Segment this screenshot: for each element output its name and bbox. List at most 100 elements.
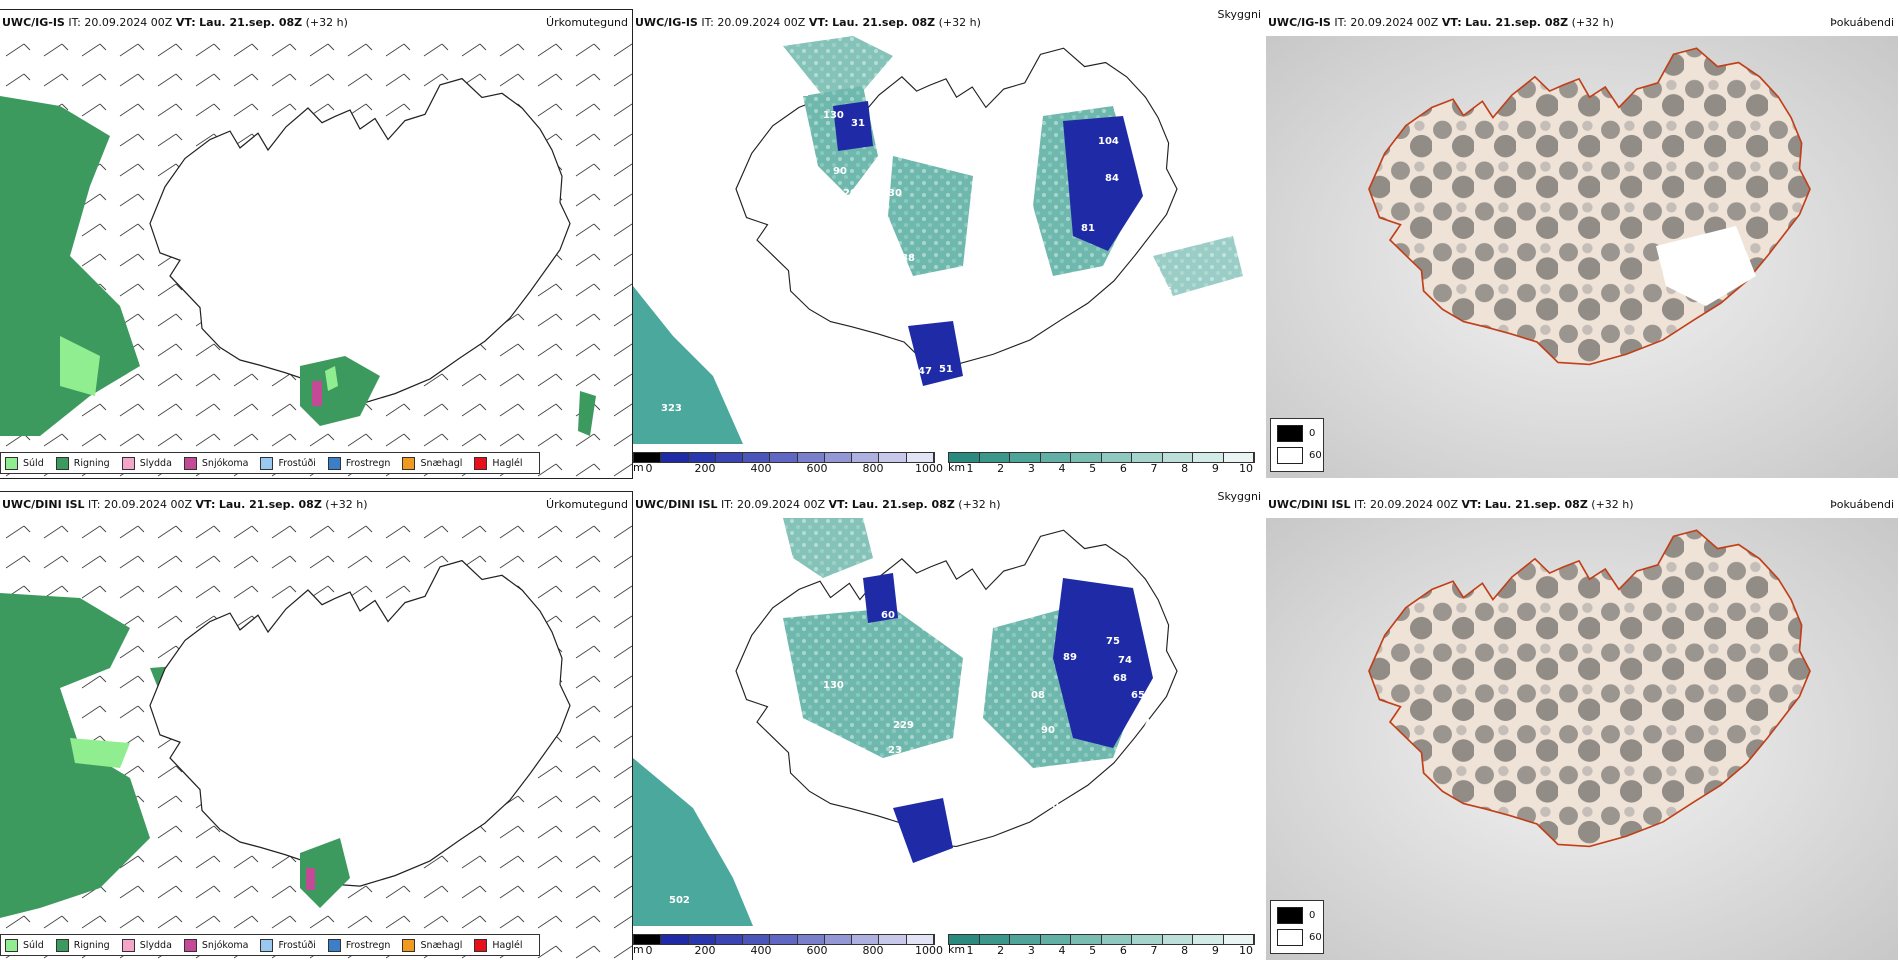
visibility-value-label: 60 [931, 872, 945, 883]
visibility-value-label: 65 [1131, 690, 1145, 701]
colorbar-ticks: 0 200 400 600 800 1000 [646, 462, 944, 475]
legend-item: Slydda [121, 456, 172, 470]
colorbar-tick: 10 [1239, 944, 1253, 957]
visibility-value-label: 31 [851, 118, 865, 129]
colorbar-swatch [879, 453, 907, 462]
visibility-value-label: 226 [1008, 248, 1029, 259]
visibility-value-label: 62 [1169, 718, 1183, 729]
model-name: UWC/DINI ISL [635, 498, 718, 511]
colorbar-swatch [949, 453, 980, 462]
panel-header: UWC/IG-IS IT: 20.09.2024 00Z VT: Lau. 21… [633, 10, 1265, 36]
colorbar-tick: 1 [966, 944, 974, 957]
legend-label: Slydda [139, 457, 172, 469]
legend-label: Frostregn [345, 939, 391, 951]
colorbar-tick: 3 [1027, 462, 1035, 475]
visibility-value-label: 44 [1156, 758, 1170, 769]
visibility-value-label: 60 [933, 755, 947, 766]
colorbar-tick: 6 [1119, 944, 1127, 957]
colorbar-swatch [1010, 935, 1041, 944]
panel-title: Þokuábendi [1830, 16, 1894, 29]
it-label: IT: [88, 498, 101, 511]
panel-header: UWC/DINI ISL IT: 20.09.2024 00Z VT: Lau.… [633, 492, 1265, 518]
colorbar-ticks: 1 2 3 4 5 6 7 8 9 10 [966, 462, 1254, 475]
fog-index-map [1266, 518, 1898, 960]
visibility-value-label: 23 [888, 745, 902, 756]
colorbar-swatch [797, 935, 825, 944]
colorbar-swatch [661, 935, 689, 944]
visibility-value-label: 21 [1008, 320, 1022, 331]
visibility-value-label: 81 [1081, 223, 1095, 234]
it-label: IT: [1334, 16, 1347, 29]
colorbar-tick: 1000 [915, 944, 943, 957]
visibility-value-label: 101 [983, 816, 1004, 827]
visibility-value-label: 412 [788, 88, 809, 99]
colorbar-tick: 4 [1058, 462, 1066, 475]
colorbar-swatch [1223, 935, 1254, 944]
colorbar-swatch [743, 453, 771, 462]
visibility-value-label: 61 [1148, 266, 1162, 277]
vt-value: Lau. 21.sep. 08Z [199, 16, 303, 29]
legend-label: Snæhagl [420, 939, 463, 951]
colorbar-tick: 7 [1150, 462, 1158, 475]
legend-item: 60 [1277, 929, 1322, 946]
visibility-value-label: 08 [1031, 690, 1045, 701]
legend-label: Frostúði [278, 457, 316, 469]
legend-swatch [1277, 425, 1303, 442]
legend-swatch [183, 456, 197, 470]
panel-precip-type-row1: UWC/IG-IS IT: 20.09.2024 00Z VT: Lau. 21… [0, 9, 633, 479]
vt-label: VT: [808, 16, 829, 29]
it-value: 20.09.2024 00Z [1370, 498, 1459, 511]
panel-fog-index-row2: UWC/DINI ISL IT: 20.09.2024 00Z VT: Lau.… [1266, 492, 1898, 960]
legend-item: Snæhagl [402, 938, 463, 952]
colorbar-unit: m [633, 461, 644, 474]
colorbar-tick: 7 [1150, 944, 1158, 957]
visibility-value-label: 124 [923, 892, 944, 903]
colorbar-tick: 1 [966, 462, 974, 475]
legend-item: 0 [1277, 425, 1315, 442]
it-label: IT: [701, 16, 714, 29]
colorbar-tick: 5 [1089, 944, 1097, 957]
ceiling-colorbar: m 0 200 400 600 800 1000 [633, 452, 944, 475]
vt-label: VT: [175, 16, 196, 29]
visibility-value-label: 47 [918, 366, 932, 377]
colorbar-swatch [906, 935, 934, 944]
colorbar-tick: 9 [1211, 944, 1219, 957]
colorbar-tick: 1000 [915, 462, 943, 475]
model-name: UWC/IG-IS [635, 16, 698, 29]
visibility-value-label: 51 [939, 364, 953, 375]
it-value: 20.09.2024 00Z [717, 16, 806, 29]
panel-precip-type-row2: UWC/DINI ISL IT: 20.09.2024 00Z VT: Lau.… [0, 491, 633, 960]
model-name: UWC/IG-IS [1268, 16, 1331, 29]
colorbar-swatch [634, 453, 662, 462]
model-name: UWC/DINI ISL [2, 498, 85, 511]
visibility-value-label: 20 [1152, 785, 1166, 796]
visibility-value-label: 66 [1178, 196, 1192, 207]
visibility-value-label: 229 [893, 720, 914, 731]
legend-label: 0 [1309, 910, 1316, 921]
vt-label: VT: [1461, 498, 1482, 511]
legend-item: Snæhagl [402, 456, 462, 470]
panel-visibility-row2: UWC/DINI ISL IT: 20.09.2024 00Z VT: Lau.… [633, 492, 1265, 960]
colorbar-swatch [1132, 935, 1163, 944]
visibility-value-label: 60 [881, 610, 895, 621]
legend-label: Súld [23, 939, 44, 951]
visibility-value-label: 74 [1118, 655, 1132, 666]
vt-value: Lau. 21.sep. 08Z [1465, 16, 1569, 29]
colorbar-swatch [661, 453, 689, 462]
colorbar-tick: 4 [1058, 944, 1066, 957]
visibility-value-label: 70 [958, 700, 972, 711]
panel-visibility-row1: UWC/IG-IS IT: 20.09.2024 00Z VT: Lau. 21… [633, 10, 1265, 478]
colorbar-tick: 6 [1119, 462, 1127, 475]
colorbar-swatch [906, 453, 934, 462]
visibility-value-label: 90 [833, 166, 847, 177]
visibility-value-label: 84 [1105, 173, 1119, 184]
visibility-value-label: 323 [661, 403, 682, 414]
it-label: IT: [68, 16, 81, 29]
legend-swatch [121, 456, 135, 470]
visibility-value-label: 62 [1130, 750, 1144, 761]
colorbar-swatches [948, 452, 1255, 463]
lead-time: (+32 h) [305, 16, 348, 29]
precip-map [0, 518, 632, 960]
colorbar-swatch [715, 453, 744, 462]
colorbar-swatch [715, 935, 744, 944]
